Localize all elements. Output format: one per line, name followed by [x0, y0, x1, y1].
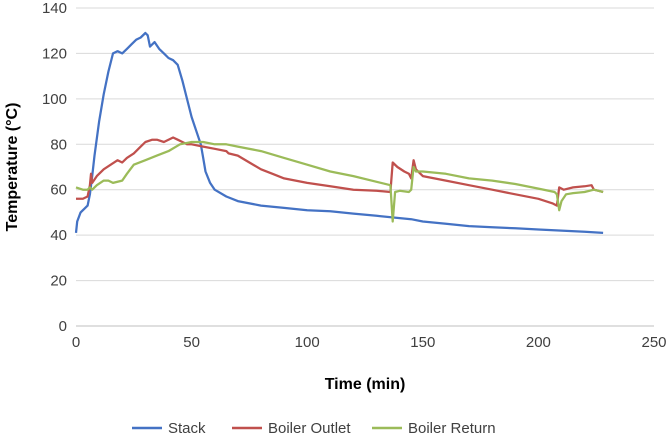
legend-label-stack: Stack [168, 420, 206, 437]
y-tick-label: 100 [42, 91, 67, 108]
x-tick-label: 50 [183, 334, 200, 351]
series-lines [74, 31, 604, 235]
y-tick-label: 0 [59, 318, 67, 335]
y-axis-ticks: 0 20 40 60 80 100 120 140 [42, 0, 67, 335]
y-tick-label: 140 [42, 0, 67, 17]
y-tick-label: 20 [50, 273, 67, 290]
legend: Stack Boiler Outlet Boiler Return [132, 420, 496, 437]
series-line-boiler-outlet [76, 136, 604, 207]
y-tick-label: 60 [50, 182, 67, 199]
x-tick-label: 250 [641, 334, 666, 351]
y-axis-label: Temperature (°C) [4, 103, 21, 232]
x-tick-label: 200 [526, 334, 551, 351]
legend-label-boiler-outlet: Boiler Outlet [268, 420, 351, 437]
y-tick-label: 80 [50, 136, 67, 153]
y-tick-label: 40 [50, 227, 67, 244]
y-tick-label: 120 [42, 45, 67, 62]
series-line-boiler-return [75, 140, 604, 223]
x-axis-label: Time (min) [325, 376, 406, 393]
x-tick-label: 0 [72, 334, 80, 351]
gridlines [76, 7, 654, 282]
x-tick-label: 150 [410, 334, 435, 351]
x-tick-label: 100 [295, 334, 320, 351]
legend-label-boiler-return: Boiler Return [408, 420, 496, 437]
x-axis-ticks: 0 50 100 150 200 250 [72, 334, 666, 351]
series-line-stack [74, 31, 604, 235]
